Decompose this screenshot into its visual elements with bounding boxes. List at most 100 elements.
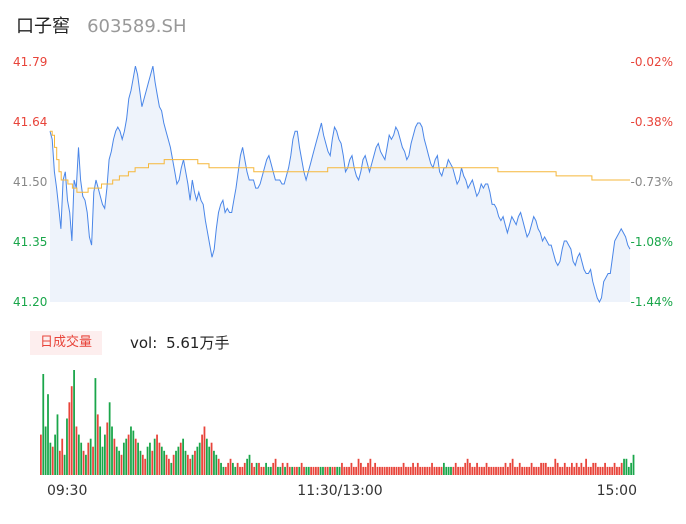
volume-bar <box>618 466 621 475</box>
volume-bar <box>416 462 419 475</box>
volume-bar <box>73 370 75 475</box>
volume-bar <box>357 458 360 475</box>
volume-bar <box>589 466 592 475</box>
volume-bar <box>599 466 602 475</box>
volume-bar <box>381 466 384 475</box>
volume-bar <box>40 434 42 475</box>
volume-bar <box>378 466 381 475</box>
volume-bar <box>310 466 313 475</box>
volume-bar <box>547 466 550 475</box>
volume-bar <box>277 466 279 475</box>
volume-bar <box>362 466 365 475</box>
volume-bar <box>343 466 346 475</box>
volume-bar <box>132 430 135 475</box>
volume-bar <box>630 462 633 475</box>
volume-bar <box>108 402 111 475</box>
volume-bar <box>210 442 213 475</box>
time-tick-label: 11:30/13:00 <box>297 483 382 499</box>
volume-bar <box>63 454 66 475</box>
volume-bar <box>217 458 220 475</box>
volume-bar <box>47 394 49 475</box>
volume-bar <box>198 442 201 475</box>
volume-bar <box>405 466 407 475</box>
volume-bar <box>75 426 78 475</box>
volume-bar <box>376 466 379 475</box>
price-axis-labels: 41.79 41.64 41.50 41.35 41.20 <box>13 55 47 309</box>
volume-bar <box>144 458 147 475</box>
volume-bar <box>255 462 258 475</box>
volume-bar <box>274 458 277 475</box>
volume-bar <box>492 466 495 475</box>
volume-bar <box>291 466 294 475</box>
volume-bar <box>312 466 315 475</box>
volume-bar <box>191 454 194 475</box>
volume-bar <box>319 466 322 475</box>
volume-bar <box>426 466 429 475</box>
volume-bar <box>499 466 502 475</box>
volume-bar <box>85 454 87 475</box>
volume-bar <box>163 450 166 475</box>
volume-bar <box>395 466 398 475</box>
volume-bar <box>272 462 275 475</box>
volume-bar <box>236 462 239 475</box>
volume-bar <box>490 466 493 475</box>
volume-bar <box>594 462 597 475</box>
volume-bar <box>573 466 576 475</box>
volume-bar <box>478 466 481 475</box>
volume-bar <box>348 466 350 475</box>
volume-bar <box>234 466 237 475</box>
volume-value: 5.61万手 <box>166 334 230 352</box>
volume-bar <box>134 438 137 475</box>
volume-bar <box>442 462 445 475</box>
volume-bar <box>70 386 73 475</box>
volume-bar <box>331 466 334 475</box>
percent-tick-label: -1.44% <box>631 295 673 309</box>
volume-bar <box>213 450 215 475</box>
volume-bar <box>168 458 170 475</box>
volume-bar <box>336 466 339 475</box>
volume-bar <box>179 442 182 475</box>
volume-bar <box>452 466 455 475</box>
volume-bar <box>172 454 175 475</box>
volume-bar <box>549 466 552 475</box>
volume-label: vol: <box>130 334 158 352</box>
volume-bar <box>66 418 68 475</box>
volume-bar <box>170 462 173 475</box>
volume-bar <box>350 462 353 475</box>
volume-bar <box>473 466 476 475</box>
volume-bar <box>440 466 443 475</box>
volume-bar <box>184 450 187 475</box>
volume-bar <box>495 466 497 475</box>
volume-bar <box>374 462 377 475</box>
volume-bar <box>428 466 431 475</box>
volume-bar <box>305 466 308 475</box>
volume-bar <box>222 466 225 475</box>
volume-bar <box>182 438 185 475</box>
volume-bar <box>215 454 218 475</box>
volume-bar <box>421 466 424 475</box>
volume-bar <box>386 466 388 475</box>
volume-bar <box>194 450 196 475</box>
volume-bar <box>480 466 483 475</box>
volume-bar <box>511 458 514 475</box>
volume-bar <box>483 466 486 475</box>
volume-bar <box>120 454 123 475</box>
volume-bar <box>322 466 324 475</box>
time-tick-label: 15:00 <box>597 483 637 499</box>
volume-bar <box>262 466 265 475</box>
volume-bar <box>563 462 566 475</box>
volume-bar <box>156 434 158 475</box>
volume-bar <box>177 446 180 475</box>
daily-volume-tag[interactable]: 日成交量 <box>30 331 103 355</box>
volume-bar <box>89 438 92 475</box>
percent-tick-label: -0.38% <box>631 115 673 129</box>
volume-bar <box>360 462 362 475</box>
volume-bar <box>433 466 436 475</box>
volume-bar <box>514 466 516 475</box>
volume-bar <box>267 466 270 475</box>
volume-bar <box>537 466 540 475</box>
price-tick-label: 41.64 <box>13 115 47 129</box>
volume-bar <box>229 458 232 475</box>
volume-bar <box>466 458 469 475</box>
volume-bar <box>506 466 509 475</box>
